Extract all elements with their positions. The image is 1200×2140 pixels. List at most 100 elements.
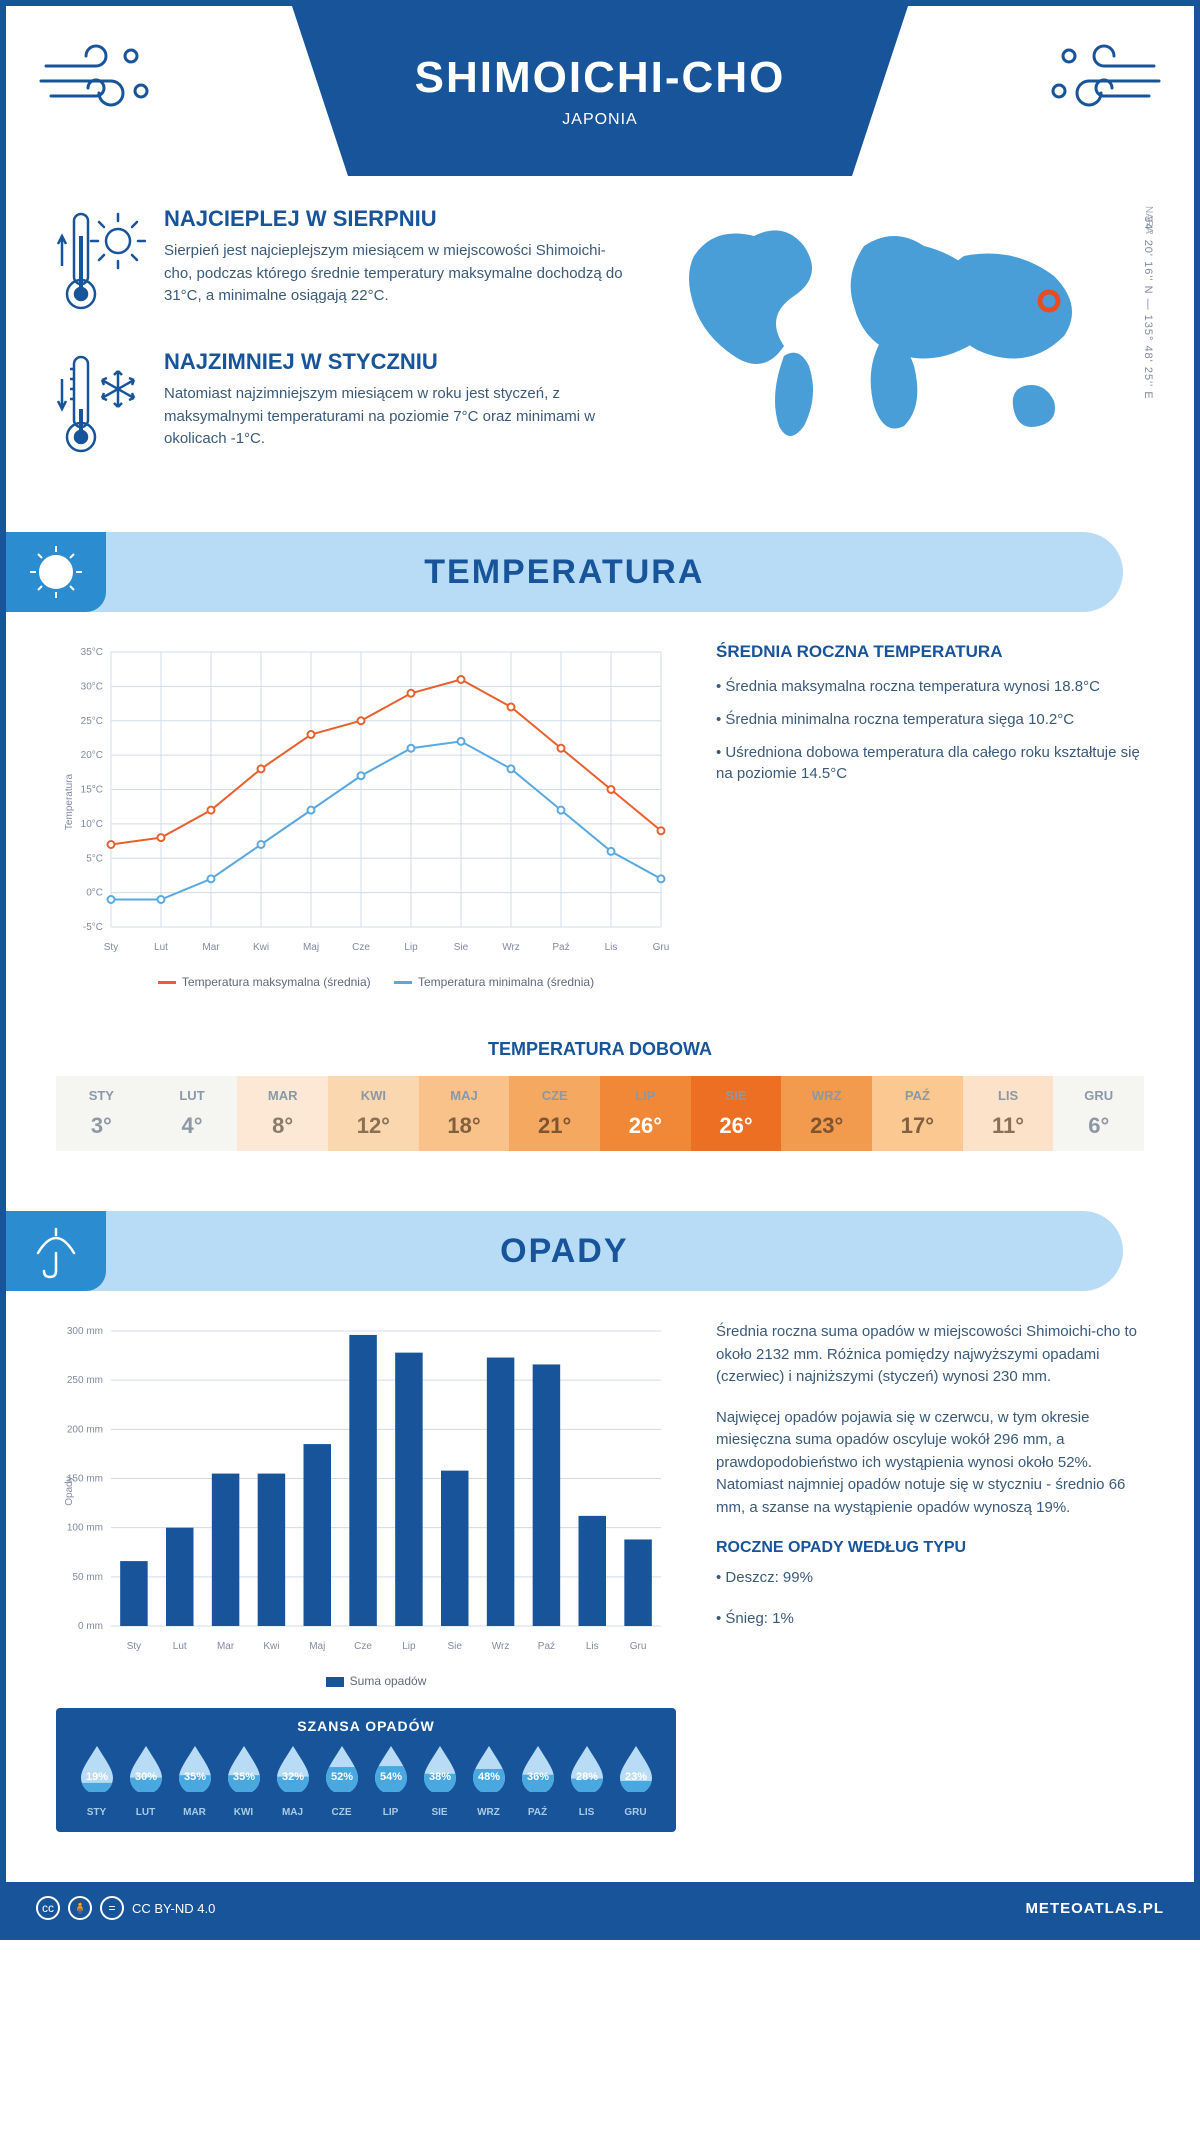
svg-text:Wrz: Wrz	[502, 942, 520, 953]
rain-chance-drop: 35% MAR	[170, 1744, 219, 1818]
svg-text:32%: 32%	[281, 1771, 303, 1783]
svg-text:Lis: Lis	[586, 1641, 599, 1652]
svg-text:48%: 48%	[477, 1771, 499, 1783]
svg-text:Lip: Lip	[404, 942, 418, 953]
rain-chance-drop: 52% CZE	[317, 1744, 366, 1818]
svg-text:5°C: 5°C	[86, 853, 103, 864]
svg-text:Lut: Lut	[154, 942, 168, 953]
license-text: CC BY-ND 4.0	[132, 1901, 215, 1916]
wind-icon	[36, 36, 156, 131]
heat-cell: MAR8°	[237, 1076, 328, 1151]
svg-text:30°C: 30°C	[81, 681, 103, 692]
svg-text:15°C: 15°C	[81, 785, 103, 796]
heat-cell: WRZ23°	[781, 1076, 872, 1151]
svg-text:Maj: Maj	[303, 942, 319, 953]
svg-text:23%: 23%	[624, 1771, 646, 1783]
svg-text:35%: 35%	[183, 1771, 205, 1783]
rain-chance-drop: 30% LUT	[121, 1744, 170, 1818]
coldest-title: NAJZIMNIEJ W STYCZNIU	[164, 349, 624, 375]
sun-icon	[6, 532, 106, 612]
svg-text:25°C: 25°C	[81, 716, 103, 727]
footer: cc 🧍 = CC BY-ND 4.0 METEOATLAS.PL	[6, 1882, 1194, 1934]
svg-text:-5°C: -5°C	[83, 922, 103, 933]
heat-cell: SIE26°	[691, 1076, 782, 1151]
cc-icon: cc	[36, 1896, 60, 1920]
world-map: NARA 34° 20' 16'' N — 135° 48' 25'' E	[664, 206, 1144, 492]
avg-temp-title: ŚREDNIA ROCZNA TEMPERATURA	[716, 642, 1144, 662]
svg-text:19%: 19%	[85, 1771, 107, 1783]
daily-temp-title: TEMPERATURA DOBOWA	[6, 1039, 1194, 1060]
svg-text:Gru: Gru	[653, 942, 670, 953]
rain-chance-drop: 32% MAJ	[268, 1744, 317, 1818]
temperature-section-header: TEMPERATURA	[6, 532, 1123, 612]
by-icon: 🧍	[68, 1896, 92, 1920]
rain-chance-drop: 48% WRZ	[464, 1744, 513, 1818]
thermometer-hot-icon	[56, 206, 146, 321]
svg-text:Opady: Opady	[64, 1476, 75, 1505]
site-name: METEOATLAS.PL	[1025, 1900, 1164, 1917]
heat-cell: GRU6°	[1053, 1076, 1144, 1151]
svg-text:38%: 38%	[428, 1771, 450, 1783]
svg-text:Temperatura: Temperatura	[64, 773, 75, 830]
svg-text:Lip: Lip	[402, 1641, 416, 1652]
svg-text:Mar: Mar	[202, 942, 220, 953]
svg-text:28%: 28%	[575, 1771, 597, 1783]
heat-cell: LIP26°	[600, 1076, 691, 1151]
intro-section: NAJCIEPLEJ W SIERPNIU Sierpień jest najc…	[6, 176, 1194, 512]
heat-cell: LIS11°	[963, 1076, 1054, 1151]
precipitation-chance-bar: SZANSA OPADÓW 19% STY 30% LUT 35%	[56, 1708, 676, 1832]
coldest-block: NAJZIMNIEJ W STYCZNIU Natomiast najzimni…	[56, 349, 624, 464]
svg-text:Sty: Sty	[104, 942, 118, 953]
temperature-line-chart: -5°C0°C5°C10°C15°C20°C25°C30°C35°CStyLut…	[56, 642, 676, 989]
heat-cell: KWI12°	[328, 1076, 419, 1151]
svg-text:Mar: Mar	[217, 1641, 235, 1652]
svg-text:54%: 54%	[379, 1771, 401, 1783]
rain-chance-drop: 19% STY	[72, 1744, 121, 1818]
svg-text:Wrz: Wrz	[492, 1641, 510, 1652]
svg-text:10°C: 10°C	[81, 819, 103, 830]
svg-text:Lis: Lis	[605, 942, 618, 953]
nd-icon: =	[100, 1896, 124, 1920]
precipitation-summary-text: Średnia roczna suma opadów w miejscowośc…	[716, 1321, 1144, 1832]
svg-text:Paź: Paź	[552, 942, 569, 953]
rain-chance-drop: 54% LIP	[366, 1744, 415, 1818]
svg-text:35%: 35%	[232, 1771, 254, 1783]
svg-text:52%: 52%	[330, 1771, 352, 1783]
svg-text:Sie: Sie	[448, 1641, 463, 1652]
precipitation-section-header: OPADY	[6, 1211, 1123, 1291]
svg-text:300 mm: 300 mm	[67, 1326, 103, 1337]
chance-title: SZANSA OPADÓW	[72, 1718, 660, 1734]
svg-text:0°C: 0°C	[86, 888, 103, 899]
svg-text:Lut: Lut	[173, 1641, 187, 1652]
svg-text:Maj: Maj	[309, 1641, 325, 1652]
svg-text:Gru: Gru	[630, 1641, 647, 1652]
warmest-title: NAJCIEPLEJ W SIERPNIU	[164, 206, 624, 232]
temperature-chart-legend: Temperatura maksymalna (średnia) Tempera…	[56, 975, 676, 989]
svg-text:Cze: Cze	[354, 1641, 372, 1652]
svg-text:30%: 30%	[134, 1771, 156, 1783]
svg-text:36%: 36%	[526, 1771, 548, 1783]
svg-text:Paź: Paź	[538, 1641, 555, 1652]
precipitation-bar-chart: 0 mm50 mm100 mm150 mm200 mm250 mm300 mmS…	[56, 1321, 676, 1661]
warmest-text: Sierpień jest najcieplejszym miesiącem w…	[164, 240, 624, 308]
heat-cell: PAŹ17°	[872, 1076, 963, 1151]
rain-chance-drop: 38% SIE	[415, 1744, 464, 1818]
svg-text:Kwi: Kwi	[263, 1641, 279, 1652]
heat-cell: STY3°	[56, 1076, 147, 1151]
rain-chance-drop: 35% KWI	[219, 1744, 268, 1818]
svg-text:Sty: Sty	[127, 1641, 141, 1652]
daily-temperature-heatmap: STY3°LUT4°MAR8°KWI12°MAJ18°CZE21°LIP26°S…	[56, 1076, 1144, 1151]
thermometer-cold-icon	[56, 349, 146, 464]
svg-text:250 mm: 250 mm	[67, 1375, 103, 1386]
svg-text:Sie: Sie	[454, 942, 469, 953]
city-title: SHIMOICHI-CHO	[415, 53, 786, 103]
svg-text:200 mm: 200 mm	[67, 1424, 103, 1435]
svg-text:Kwi: Kwi	[253, 942, 269, 953]
umbrella-icon	[6, 1211, 106, 1291]
license-badges: cc 🧍 = CC BY-ND 4.0	[36, 1896, 215, 1920]
rain-chance-drop: 36% PAŹ	[513, 1744, 562, 1818]
svg-text:0 mm: 0 mm	[78, 1621, 103, 1632]
coordinates: 34° 20' 16'' N — 135° 48' 25'' E	[1142, 216, 1154, 400]
temperature-header-text: TEMPERATURA	[424, 553, 704, 592]
header: SHIMOICHI-CHO JAPONIA	[6, 6, 1194, 176]
